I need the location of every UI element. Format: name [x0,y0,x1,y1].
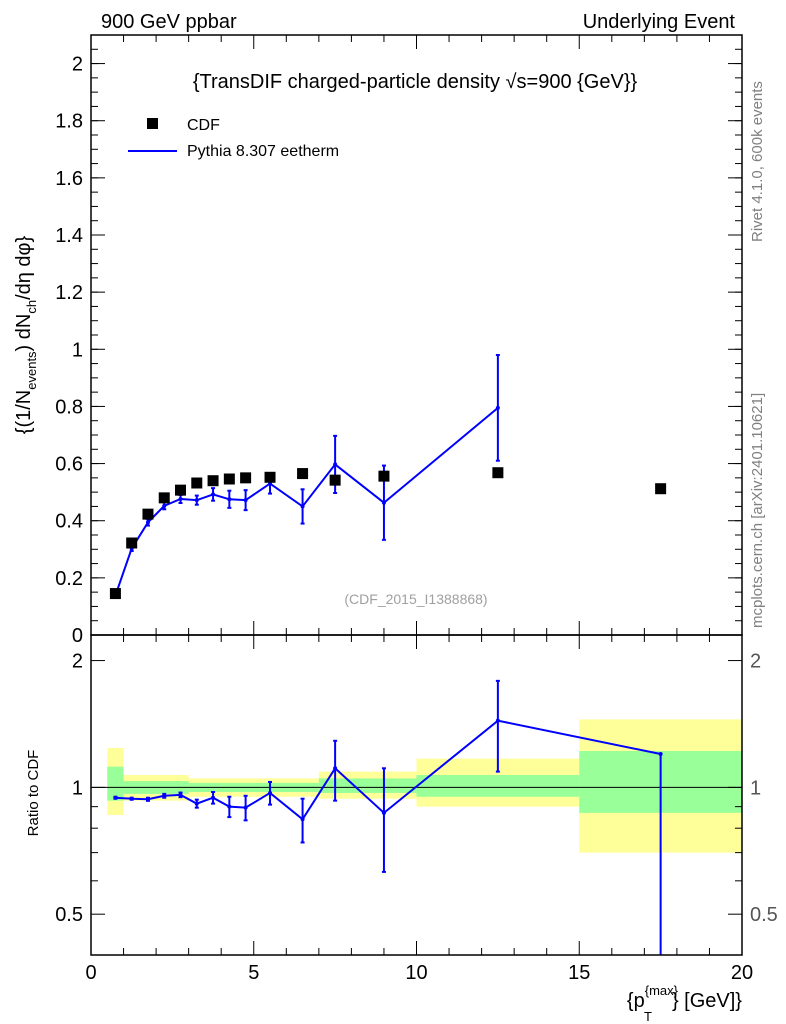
main-ytick-label: 0 [72,625,83,647]
main-ytick-label: 0.8 [55,396,83,418]
pythia-point [145,520,150,525]
ratio-point [268,790,273,795]
ratio-ytick-label-right: 2 [750,651,761,673]
ratio-point [300,817,305,822]
ratio-xtick-label: 10 [405,962,427,984]
ratio-band-green [318,778,417,793]
pythia-line [114,407,499,596]
main-ylabel: {(1/Nevents) dNch/dη dφ} [13,235,39,434]
cdf-point [378,470,390,482]
cdf-point [158,492,170,504]
main-title: {TransDIF charged-particle density √s=90… [193,71,638,93]
legend-cdf-marker [147,118,158,129]
ratio-point [381,810,386,815]
pythia-point [300,504,305,509]
legend-cdf-label: CDF [187,117,220,134]
cdf-point [126,537,138,549]
pythia-point [227,497,232,502]
legend: CDF Pythia 8.307 eetherm [128,117,339,160]
ratio-ytick-label: 2 [72,651,83,673]
ratio-point [145,797,150,802]
cdf-point [492,467,504,479]
cdf-point [297,468,309,480]
ratio-point [658,752,663,757]
ratio-panel: Ratio to CDF {p{max} T} [GeV]} 0.5 0.5 1 1 2 2… [25,634,778,1024]
pythia-point [178,497,183,501]
ratio-point [211,795,216,800]
ratio-point [162,793,167,798]
pythia-point [333,462,338,467]
ratio-point [495,718,500,723]
ratio-xtick-label: 0 [85,962,96,984]
ratio-band-green [107,766,124,801]
pythia-point [243,498,248,503]
main-ytick-label: 0.4 [55,511,83,533]
cdf-point [223,473,235,485]
main-ytick-label: 1.2 [55,282,83,304]
ratio-ytick-label-right: 0.5 [750,904,778,926]
main-panel: {TransDIF charged-particle density √s=90… [13,34,743,647]
pythia-point [211,492,216,497]
pythia-point [381,500,386,505]
main-ytick-label: 0.2 [55,568,83,590]
main-ytick-label: 1 [72,339,83,361]
cdf-point [191,477,203,489]
ratio-point [129,796,134,801]
side-label-source: mcplots.cern.ch [arXiv:2401.10621] [749,393,766,628]
main-ytick-label: 1.4 [55,225,83,247]
ratio-xtick-label: 20 [731,962,753,984]
ratio-point [333,766,338,771]
cdf-point [240,472,252,484]
ratio-xtick-label: 5 [248,962,259,984]
cdf-point [109,588,121,600]
ratio-ytick-label: 1 [72,777,83,799]
ratio-ytick-label-right: 1 [750,777,761,799]
ratio-point [243,805,248,810]
main-ytick-label: 1.8 [55,111,83,133]
header-right: Underlying Event [583,11,736,33]
main-ytick-label: 1.6 [55,168,83,190]
cdf-point [142,508,154,520]
ratio-ytick-label: 0.5 [55,904,83,926]
pythia-point [162,503,167,508]
pythia-point [194,498,199,503]
ratio-band-green [416,774,580,797]
watermark: (CDF_2015_I1388868) [344,591,487,607]
cdf-point [329,474,341,486]
cdf-point [175,484,187,496]
pythia-point [495,405,500,410]
ratio-point [194,801,199,806]
header-left: 900 GeV ppbar [101,11,237,33]
legend-pythia-label: Pythia 8.307 eetherm [187,143,339,160]
ratio-point [113,795,118,800]
side-label-rivet: Rivet 4.1.0, 600k events [749,81,766,242]
cdf-point [207,475,219,487]
main-ytick-label: 0.6 [55,454,83,476]
ratio-point [178,792,183,797]
ratio-point [227,804,232,809]
xlabel: {p{max} T} [GeV]} [627,983,742,1024]
main-ytick-label: 2 [72,54,83,76]
cdf-point [655,483,667,495]
ratio-ylabel: Ratio to CDF [25,750,42,837]
ratio-xtick-label: 15 [568,962,590,984]
cdf-point [264,471,276,483]
